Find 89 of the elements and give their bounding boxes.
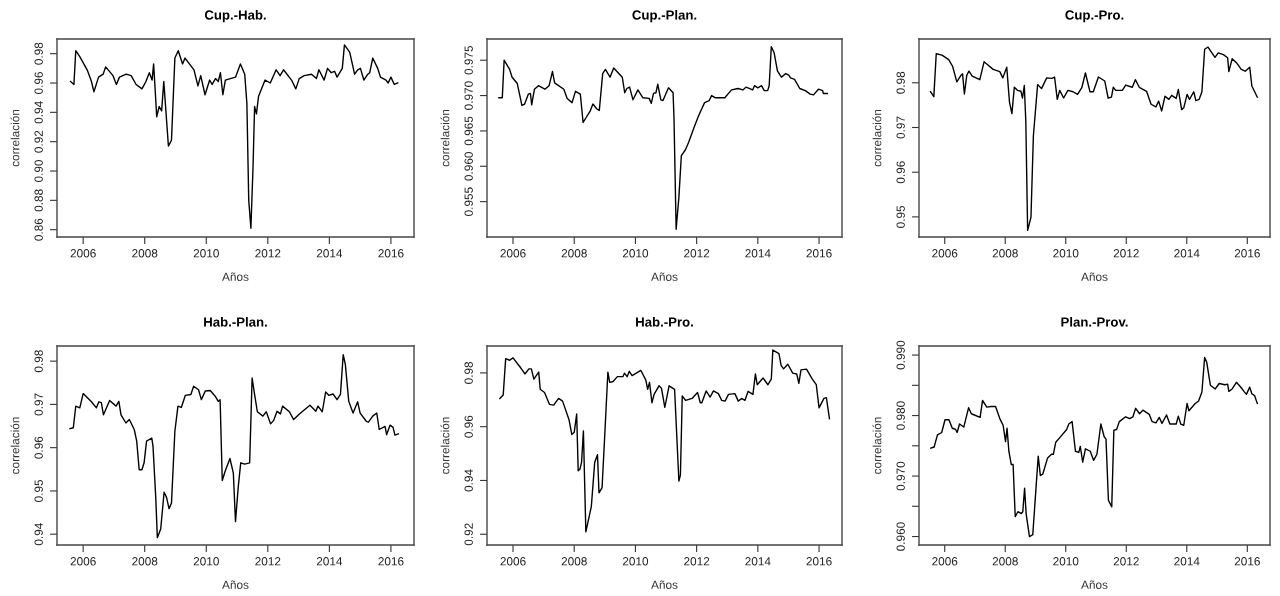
y-tick-label: 0.90 (34, 159, 43, 183)
chart-title: Cup.-Pro. (1065, 10, 1124, 23)
y-tick-label: 0.960 (464, 151, 473, 181)
y-tick-label: 0.92 (34, 130, 43, 153)
y-axis-title: correlación (10, 109, 20, 167)
x-tick-label: 2008 (992, 557, 1018, 566)
x-tick-label: 2006 (932, 557, 958, 566)
y-tick-label: 0.98 (34, 350, 43, 373)
chart-title: Cup.-Plan. (632, 9, 697, 23)
y-axis-title: correlación (872, 417, 882, 474)
x-tick-label: 2008 (561, 249, 587, 258)
y-tick-label: 0.98 (464, 361, 473, 384)
y-tick-label: 0.98 (34, 42, 43, 65)
line-series (929, 46, 1258, 231)
x-tick-label: 2010 (622, 249, 649, 258)
x-tick-label: 2006 (70, 249, 96, 258)
x-axis-title: Años (651, 272, 678, 281)
chart-title: Hab.-Plan. (204, 316, 267, 327)
x-tick-label: 2014 (745, 249, 771, 258)
x-tick-label: 2012 (255, 249, 281, 258)
x-tick-label: 2016 (806, 557, 832, 566)
x-tick-label: 2012 (1113, 249, 1139, 258)
x-tick-label: 2016 (1234, 557, 1260, 566)
x-tick-label: 2014 (1174, 249, 1200, 258)
x-axis-title: Años (651, 580, 678, 589)
x-axis-title: Años (1081, 580, 1108, 589)
y-tick-label: 0.96 (34, 72, 43, 95)
chart-title: Hab.-Pro. (636, 316, 693, 327)
y-axis-title: correlación (10, 417, 20, 474)
y-tick-label: 0.95 (34, 479, 43, 502)
x-tick-label: 2014 (745, 557, 771, 566)
x-tick-label: 2016 (1234, 249, 1260, 258)
y-tick-label: 0.88 (34, 189, 43, 212)
y-axis-title: correlación (440, 109, 450, 167)
x-tick-label: 2014 (1174, 557, 1200, 566)
y-tick-label: 0.96 (34, 436, 43, 459)
x-tick-label: 2010 (1053, 249, 1079, 258)
x-tick-label: 2016 (806, 249, 832, 258)
chart-title: Plan.-Prov. (1061, 316, 1128, 327)
y-tick-label: 0.95 (896, 205, 905, 228)
x-tick-label: 2006 (500, 557, 526, 566)
chart-title: Cup.-Hab. (204, 9, 266, 23)
y-tick-label: 0.98 (896, 71, 905, 94)
y-tick-label: 0.990 (896, 340, 905, 370)
x-tick-label: 2010 (193, 557, 219, 566)
y-axis-title: correlación (440, 417, 450, 474)
y-tick-label: 0.92 (464, 523, 473, 546)
x-tick-label: 2014 (316, 557, 343, 566)
y-tick-label: 0.94 (464, 469, 473, 492)
y-tick-label: 0.86 (34, 218, 43, 241)
line-series (69, 353, 399, 539)
x-tick-label: 2010 (193, 249, 219, 258)
y-tick-label: 0.96 (464, 415, 473, 438)
line-series (498, 46, 829, 230)
y-tick-label: 0.965 (464, 116, 473, 146)
y-tick-label: 0.960 (896, 522, 905, 551)
y-tick-label: 0.94 (34, 523, 43, 546)
x-axis-title: Años (222, 580, 249, 589)
x-tick-label: 2012 (255, 557, 281, 566)
y-tick-label: 0.970 (464, 81, 473, 110)
line-series (930, 356, 1258, 538)
x-tick-label: 2006 (70, 557, 96, 566)
x-tick-label: 2008 (561, 557, 587, 566)
x-tick-label: 2012 (684, 557, 710, 566)
x-tick-label: 2008 (992, 249, 1018, 258)
y-tick-label: 0.97 (34, 393, 43, 416)
y-tick-label: 0.955 (464, 187, 473, 216)
x-tick-label: 2010 (1053, 557, 1079, 566)
y-tick-label: 0.96 (896, 161, 905, 184)
x-tick-label: 2014 (316, 249, 343, 258)
y-tick-label: 0.94 (34, 101, 43, 124)
x-tick-label: 2016 (378, 249, 404, 258)
y-tick-label: 0.980 (896, 401, 905, 430)
x-tick-label: 2010 (622, 557, 649, 566)
x-tick-label: 2012 (1113, 557, 1139, 566)
x-tick-label: 2008 (132, 557, 158, 566)
x-tick-label: 2006 (932, 249, 958, 258)
x-tick-label: 2006 (500, 249, 526, 258)
y-tick-label: 0.970 (896, 461, 905, 491)
y-tick-label: 0.975 (464, 45, 473, 75)
y-tick-label: 0.97 (896, 116, 905, 139)
x-tick-label: 2008 (132, 249, 158, 258)
x-tick-label: 2012 (684, 249, 710, 258)
line-series (499, 349, 831, 533)
x-axis-title: Años (222, 272, 249, 281)
x-axis-title: Años (1081, 272, 1108, 281)
x-tick-label: 2016 (378, 557, 404, 566)
line-series (69, 44, 399, 229)
y-axis-title: correlación (872, 109, 882, 167)
